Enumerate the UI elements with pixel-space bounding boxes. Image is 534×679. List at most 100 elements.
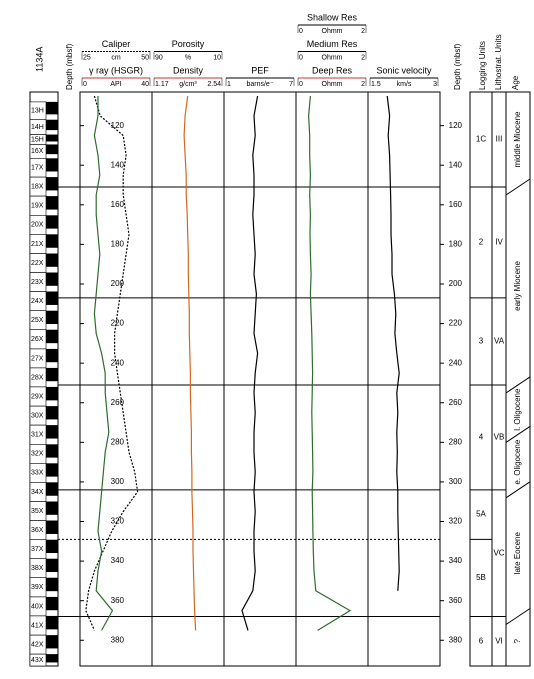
scale-min: 0 bbox=[299, 54, 303, 61]
track-title: Sonic velocity bbox=[376, 65, 432, 75]
age-boundary bbox=[505, 376, 531, 394]
log-curve bbox=[85, 95, 139, 631]
scale-unit: g/cm³ bbox=[179, 81, 197, 88]
core-recovery bbox=[46, 348, 58, 363]
core-label: 29X bbox=[31, 393, 44, 400]
core-label: 21X bbox=[31, 241, 44, 248]
track-title: Medium Res bbox=[307, 39, 358, 49]
age-boundary bbox=[505, 608, 531, 625]
depth-tick-label-right: 240 bbox=[449, 358, 463, 367]
depth-tick-label-right: 120 bbox=[449, 121, 463, 130]
log-curve bbox=[241, 95, 259, 631]
core-label: 26X bbox=[31, 336, 44, 343]
core-label: 19X bbox=[31, 203, 44, 210]
depth-tick-label-right: 260 bbox=[449, 398, 463, 407]
core-label: 38X bbox=[31, 565, 44, 572]
age: e. Oligocene bbox=[513, 439, 522, 484]
depth-tick-label-right: 140 bbox=[449, 160, 463, 169]
scale-unit: Ohmm bbox=[322, 28, 343, 35]
scale-max: 40 bbox=[141, 81, 149, 88]
depth-axis-title-right: Depth (mbsf) bbox=[453, 43, 462, 90]
scale-min: 1.17 bbox=[155, 81, 169, 88]
core-recovery bbox=[46, 558, 58, 573]
core-recovery bbox=[46, 520, 58, 534]
depth-tick-label: 200 bbox=[111, 279, 125, 288]
core-label: 20X bbox=[31, 222, 44, 229]
core-recovery bbox=[46, 539, 58, 554]
log-curve bbox=[307, 95, 352, 631]
core-label: 35X bbox=[31, 508, 44, 515]
depth-tick-label-right: 180 bbox=[449, 240, 463, 249]
depth-tick-label-right: 220 bbox=[449, 319, 463, 328]
scale-unit: Ohmm bbox=[322, 81, 343, 88]
age: l. Oligocene bbox=[513, 388, 522, 431]
track-title: Porosity bbox=[172, 39, 205, 49]
core-label: 43X bbox=[31, 657, 44, 664]
core-recovery bbox=[46, 134, 58, 142]
age-boundary bbox=[505, 178, 531, 196]
core-recovery bbox=[46, 144, 58, 155]
core-recovery bbox=[46, 253, 58, 267]
scale-max: 7 bbox=[289, 81, 293, 88]
depth-tick-label: 140 bbox=[111, 160, 125, 169]
scale-min: 1.5 bbox=[371, 81, 381, 88]
depth-tick-label: 380 bbox=[111, 635, 125, 644]
core-recovery bbox=[46, 654, 58, 663]
core-label: 16X bbox=[31, 148, 44, 155]
depth-tick-label-right: 380 bbox=[449, 635, 463, 644]
scale-max: 2 bbox=[361, 54, 365, 61]
core-recovery bbox=[46, 329, 58, 344]
core-recovery bbox=[46, 501, 58, 515]
depth-tick-label-right: 160 bbox=[449, 200, 463, 209]
logging-unit: 5B bbox=[476, 573, 486, 582]
core-label: 27X bbox=[31, 355, 44, 362]
core-recovery bbox=[46, 577, 58, 592]
logging-units-title: Logging Units bbox=[478, 41, 487, 90]
core-label: 33X bbox=[31, 470, 44, 477]
track-title: Shallow Res bbox=[307, 12, 358, 22]
scale-max: 2 bbox=[361, 81, 365, 88]
core-label: 28X bbox=[31, 374, 44, 381]
scale-min: 0 bbox=[299, 81, 303, 88]
depth-tick-label: 320 bbox=[111, 517, 125, 526]
core-recovery bbox=[46, 406, 58, 420]
core-recovery bbox=[46, 635, 58, 649]
core-recovery bbox=[46, 482, 58, 496]
log-frame bbox=[79, 91, 441, 667]
depth-tick-label: 280 bbox=[111, 437, 125, 446]
core-label: 41X bbox=[31, 622, 44, 629]
age-boundary bbox=[505, 426, 531, 443]
depth-tick-label: 360 bbox=[111, 596, 125, 605]
log-curve bbox=[183, 95, 197, 631]
core-recovery bbox=[46, 367, 58, 382]
scale-unit: % bbox=[185, 54, 191, 61]
track-title: Caliper bbox=[102, 39, 131, 49]
core-recovery bbox=[46, 615, 58, 630]
scale-min: 25 bbox=[83, 54, 91, 61]
core-recovery bbox=[46, 101, 58, 115]
scale-max: 2 bbox=[361, 28, 365, 35]
lithostrat-unit: VC bbox=[493, 548, 504, 557]
scale-min: 1 bbox=[227, 81, 231, 88]
logging-unit: 6 bbox=[479, 636, 484, 645]
logging-unit: 1C bbox=[476, 135, 486, 144]
core-recovery bbox=[46, 215, 58, 229]
scale-max: 10 bbox=[213, 54, 221, 61]
depth-tick-label: 340 bbox=[111, 556, 125, 565]
core-label: 30X bbox=[31, 412, 44, 419]
scale-unit: km/s bbox=[397, 81, 412, 88]
depth-tick-label: 180 bbox=[111, 240, 125, 249]
scale-unit: API bbox=[110, 81, 121, 88]
scale-min: 0 bbox=[299, 28, 303, 35]
depth-tick-label: 300 bbox=[111, 477, 125, 486]
core-label: 37X bbox=[31, 546, 44, 553]
scale-min: 90 bbox=[155, 54, 163, 61]
log-curve bbox=[93, 96, 114, 631]
depth-tick-label-right: 280 bbox=[449, 437, 463, 446]
core-recovery bbox=[46, 425, 58, 439]
track-title: Deep Res bbox=[312, 65, 353, 75]
core-recovery bbox=[46, 310, 58, 325]
age: middle Miocene bbox=[513, 111, 522, 168]
core-label: 25X bbox=[31, 317, 44, 324]
